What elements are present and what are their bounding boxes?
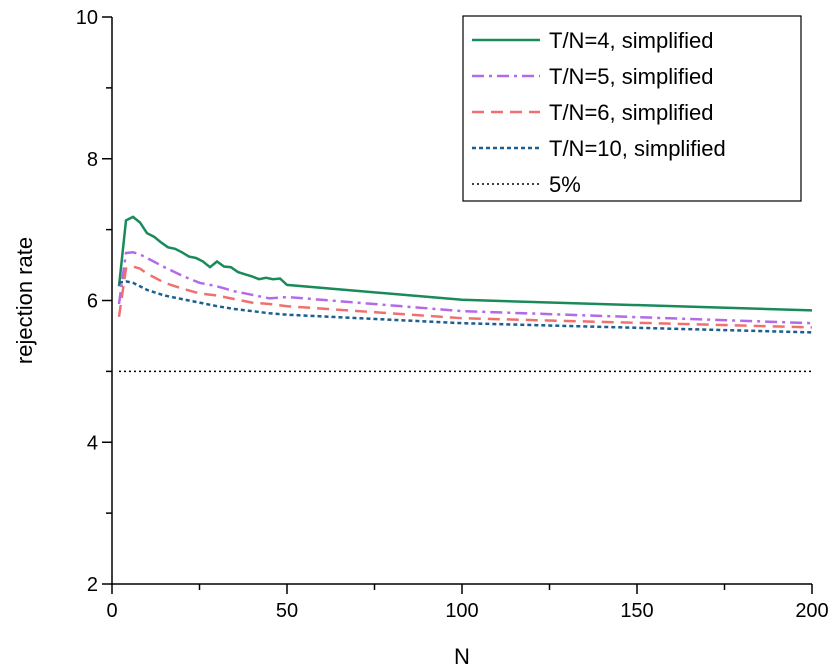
x-tick-label: 150 bbox=[620, 600, 653, 622]
x-tick-label: 0 bbox=[106, 600, 117, 622]
y-tick-label: 4 bbox=[87, 432, 98, 454]
x-axis-title: N bbox=[454, 644, 470, 669]
legend-label-4: 5% bbox=[549, 172, 581, 197]
y-axis-title: rejection rate bbox=[12, 237, 37, 364]
legend-label-0: T/N=4, simplified bbox=[549, 28, 713, 53]
y-tick-label: 2 bbox=[87, 574, 98, 596]
legend-label-1: T/N=5, simplified bbox=[549, 64, 713, 89]
legend-label-3: T/N=10, simplified bbox=[549, 136, 726, 161]
x-tick-label: 200 bbox=[795, 600, 828, 622]
x-tick-label: 50 bbox=[276, 600, 298, 622]
series-line-2 bbox=[117, 265, 813, 329]
x-tick-label: 100 bbox=[445, 600, 478, 622]
legend-label-2: T/N=6, simplified bbox=[549, 100, 713, 125]
legend-box bbox=[462, 15, 802, 202]
series-group bbox=[117, 215, 813, 373]
legend: T/N=4, simplified T/N=5, simplified T/N=6,… bbox=[462, 15, 802, 202]
y-tick-label: 8 bbox=[87, 149, 98, 171]
series-line-1 bbox=[117, 251, 813, 325]
series-line-0 bbox=[117, 215, 813, 312]
series-line-3 bbox=[118, 280, 813, 334]
y-tick-label: 10 bbox=[76, 7, 98, 29]
y-tick-label: 6 bbox=[87, 291, 98, 313]
